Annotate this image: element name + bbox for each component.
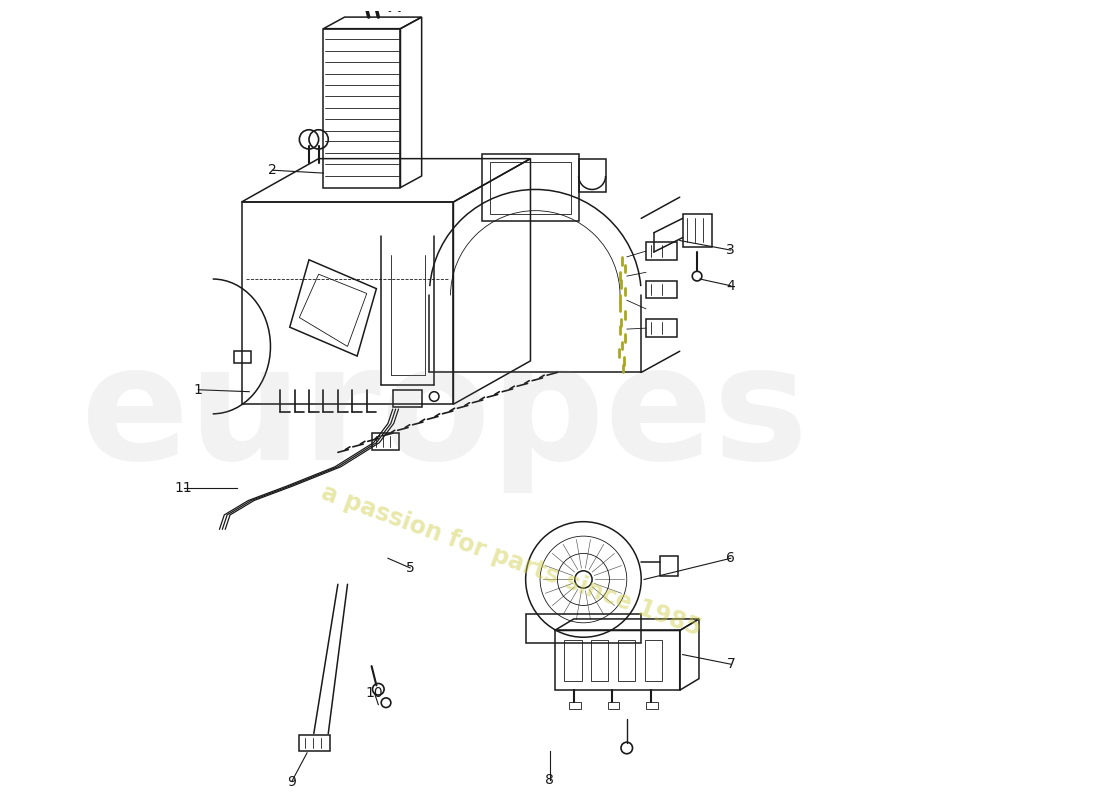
Bar [569, 702, 581, 710]
Bar [646, 702, 658, 710]
Bar [490, 162, 571, 214]
Bar [299, 735, 330, 751]
Text: 11: 11 [175, 481, 192, 495]
Bar [618, 640, 636, 681]
Text: 1: 1 [194, 382, 202, 397]
Bar [526, 614, 641, 643]
Text: 7: 7 [726, 658, 735, 671]
Bar [646, 319, 676, 337]
Text: 9: 9 [287, 774, 296, 789]
Bar [591, 640, 608, 681]
Bar [660, 556, 678, 576]
Bar [323, 29, 400, 187]
Text: 3: 3 [726, 243, 735, 257]
Text: europes: europes [79, 338, 807, 494]
Bar [646, 281, 676, 298]
Bar [646, 242, 676, 260]
Bar [564, 640, 582, 681]
Text: 6: 6 [726, 551, 735, 566]
Bar [393, 390, 421, 407]
Bar [645, 640, 662, 681]
Bar [554, 630, 680, 690]
Text: 8: 8 [546, 773, 554, 786]
Bar [482, 154, 579, 222]
Bar [372, 433, 398, 450]
Text: 5: 5 [406, 561, 415, 575]
Text: a passion for parts since 1985: a passion for parts since 1985 [318, 480, 704, 640]
Text: 2: 2 [268, 163, 277, 178]
Bar [234, 351, 251, 362]
Text: 10: 10 [365, 686, 383, 700]
Bar [607, 702, 619, 710]
Bar [579, 158, 606, 192]
Bar [242, 202, 453, 404]
Bar [683, 214, 712, 247]
Text: 4: 4 [726, 278, 735, 293]
